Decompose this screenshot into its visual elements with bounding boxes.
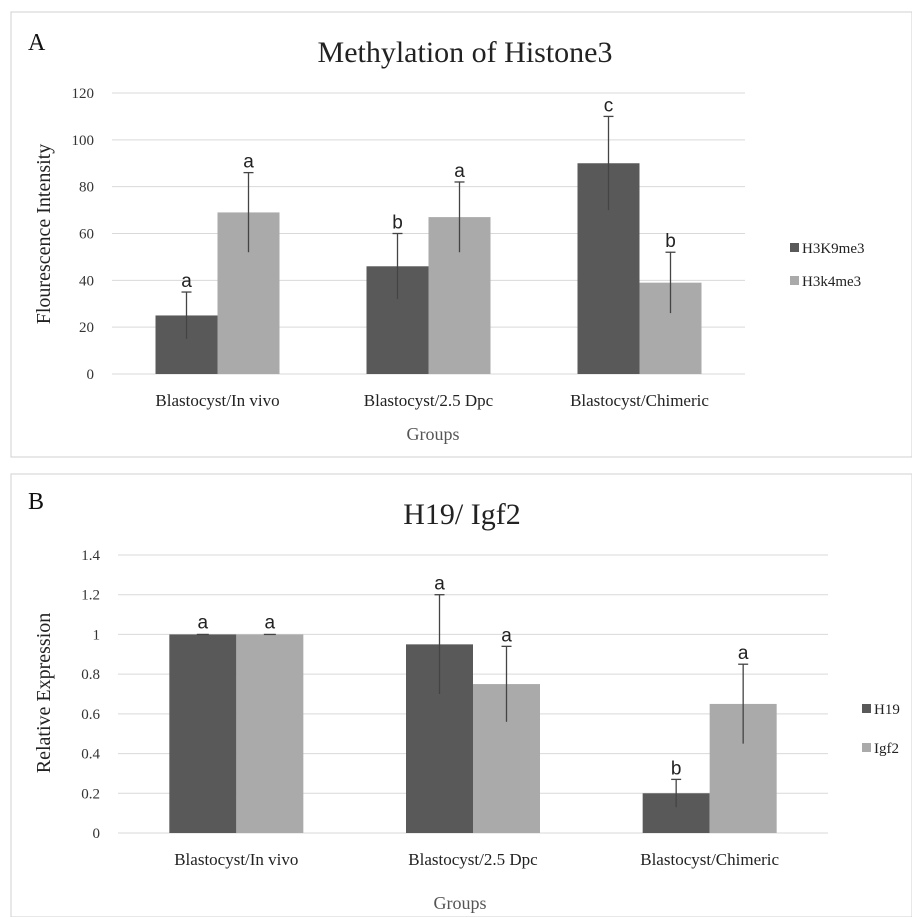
significance-label: a xyxy=(434,574,445,595)
panel-a-y-ticks: 0 20 40 60 80 100 120 xyxy=(72,86,95,383)
y-tick-label: 1.2 xyxy=(81,588,100,604)
y-tick-label: 100 xyxy=(72,133,95,149)
panel-b-legend: H19 Igf2 xyxy=(862,702,900,757)
bar xyxy=(169,634,237,833)
significance-label: a xyxy=(198,612,209,633)
y-tick-label: 0.8 xyxy=(81,667,100,683)
legend-swatch xyxy=(862,704,871,713)
y-tick-label: 0.4 xyxy=(81,747,100,763)
panel-b-letter: B xyxy=(28,489,44,515)
legend-swatch xyxy=(790,276,799,285)
panel-a-legend: H3K9me3 H3k4me3 xyxy=(790,241,865,290)
legend-swatch xyxy=(790,243,799,252)
panel-b-x-ticks: Blastocyst/In vivo Blastocyst/2.5 Dpc Blas… xyxy=(174,850,779,869)
panel-a-x-axis-title: Groups xyxy=(407,424,460,444)
panel-b-y-axis-title: Relative Expression xyxy=(33,613,55,774)
panel-a-x-ticks: Blastocyst/In vivo Blastocyst/2.5 Dpc Blas… xyxy=(155,391,709,410)
y-tick-label: 40 xyxy=(79,273,94,289)
x-tick-label: Blastocyst/In vivo xyxy=(174,850,298,869)
panel-a-letter: A xyxy=(28,30,46,56)
x-tick-label: Blastocyst/2.5 Dpc xyxy=(364,391,494,410)
y-tick-label: 80 xyxy=(79,180,94,196)
y-tick-label: 0.2 xyxy=(81,786,100,802)
y-tick-label: 0 xyxy=(87,367,95,383)
x-tick-label: Blastocyst/2.5 Dpc xyxy=(408,850,538,869)
significance-label: a xyxy=(738,643,749,664)
y-tick-label: 120 xyxy=(72,86,95,102)
panel-b-y-ticks: 0 0.2 0.4 0.6 0.8 1 1.2 1.4 xyxy=(81,548,100,842)
y-tick-label: 0 xyxy=(93,826,101,842)
x-tick-label: Blastocyst/Chimeric xyxy=(570,391,709,410)
y-tick-label: 20 xyxy=(79,320,94,336)
legend-label: H3K9me3 xyxy=(802,241,865,257)
panel-a-y-axis-title: Flourescence Intensity xyxy=(33,144,55,325)
x-tick-label: Blastocyst/In vivo xyxy=(155,391,279,410)
y-tick-label: 1.4 xyxy=(81,548,100,564)
significance-label: b xyxy=(671,758,682,779)
y-tick-label: 60 xyxy=(79,227,94,243)
panel-a-title: Methylation of Histone3 xyxy=(318,36,613,69)
significance-label: a xyxy=(243,152,254,173)
panel-b-x-axis-title: Groups xyxy=(434,893,487,913)
bar xyxy=(236,634,304,833)
x-tick-label: Blastocyst/Chimeric xyxy=(640,850,779,869)
legend-label: H19 xyxy=(874,702,900,718)
significance-label: a xyxy=(181,271,192,292)
panel-a-bars: a a b a c b xyxy=(155,95,702,374)
significance-label: a xyxy=(454,161,465,182)
panel-a: A Methylation of Histone3 a a b a c b 0 20 40 60… xyxy=(10,11,912,458)
y-tick-label: 0.6 xyxy=(81,707,100,723)
panel-b-bars: a a a a b a xyxy=(169,574,777,833)
legend-swatch xyxy=(862,743,871,752)
significance-label: c xyxy=(604,95,614,116)
legend-label: Igf2 xyxy=(874,741,899,757)
significance-label: b xyxy=(392,213,403,234)
panel-b-title: H19/ Igf2 xyxy=(403,498,520,531)
significance-label: b xyxy=(665,231,676,252)
legend-label: H3k4me3 xyxy=(802,274,861,290)
significance-label: a xyxy=(265,612,276,633)
significance-label: a xyxy=(501,625,512,646)
y-tick-label: 1 xyxy=(93,627,101,643)
